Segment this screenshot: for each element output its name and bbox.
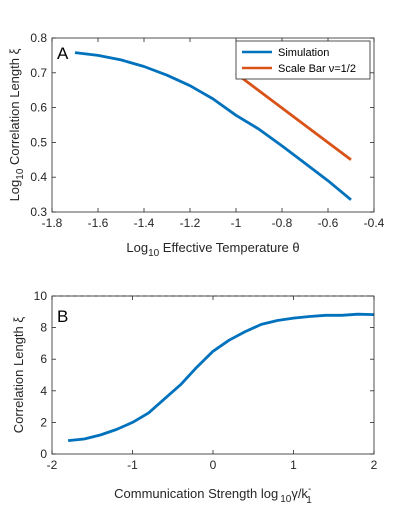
panel-a-xtick-label: -1 (231, 216, 242, 230)
panel-a-series-0 (74, 51, 352, 201)
panel-a-xtick-label: -1.6 (88, 216, 109, 230)
panel-b-xtick-label: 2 (371, 458, 378, 472)
panel-b-ytick-label: 2 (40, 415, 47, 429)
panel-b-xlabel: Communication Strength log 10γ/k-1 (114, 484, 312, 506)
panel-b-xtick-label: -2 (47, 458, 58, 472)
panel-a-axes-frame (51, 37, 375, 213)
panel-a-xtick-label: -1.4 (134, 216, 155, 230)
panel-a-ytick-label: 0.8 (30, 31, 47, 45)
panel-b-ytick-label: 6 (40, 352, 47, 366)
legend-label-scale-bar: Scale Bar ν=1/2 (278, 63, 356, 75)
panel-b-axes-frame (51, 295, 375, 455)
panel-a-ytick-label: 0.5 (30, 135, 47, 149)
panel-a-xtick-label: -1.2 (180, 216, 201, 230)
panel-a-ytick-label: 0.3 (30, 205, 47, 219)
panel-a-xlabel: Log10 Effective Temperature θ (126, 240, 299, 259)
legend-label-simulation: Simulation (278, 47, 329, 59)
panel-b-ytick-label: 10 (34, 289, 48, 303)
panel-a-ytick-label: 0.6 (30, 101, 47, 115)
panel-b-xtick-label: -1 (127, 458, 138, 472)
panel-a-xtick-label: -0.8 (272, 216, 293, 230)
panel-b-ylabel: Correlation Length ξ (11, 317, 26, 434)
panel-b-ytick-label: 4 (40, 384, 47, 398)
panel-a-ytick-label: 0.4 (30, 170, 47, 184)
panel-b-xtick-label: 0 (210, 458, 217, 472)
panel-b-letter: B (57, 307, 68, 326)
panel-a-ytick-label: 0.7 (30, 66, 47, 80)
panel-a-ylabel: Log10 Correlation Length ξ (7, 48, 26, 201)
panel-b-plot-area (52, 296, 374, 454)
panel-b-ytick-label: 0 (40, 447, 47, 461)
panel-b-ytick-label: 8 (40, 321, 47, 335)
panel-a-letter: A (57, 44, 69, 63)
panel-b-series-0 (67, 312, 375, 442)
panel-a-xtick-label: -0.4 (364, 216, 385, 230)
panel-a-series-1 (235, 72, 352, 161)
panel-b-chart: -2 -1 0 1 2 0 2 4 6 8 10 B Communication Strength … (11, 289, 378, 506)
legend-box (235, 40, 371, 80)
panel-a-xtick-label: -0.6 (318, 216, 339, 230)
panel-a-xtick-label: -1.8 (42, 216, 63, 230)
panel-b-xtick-label: 1 (290, 458, 297, 472)
panel-a-legend: Simulation Scale Bar ν=1/2 (235, 40, 371, 80)
panel-a-chart: -1.8 -1.6 -1.4 -1.2 -1 -0.8 -0.6 -0.4 0.3 0.4 0.5 0… (7, 31, 385, 259)
